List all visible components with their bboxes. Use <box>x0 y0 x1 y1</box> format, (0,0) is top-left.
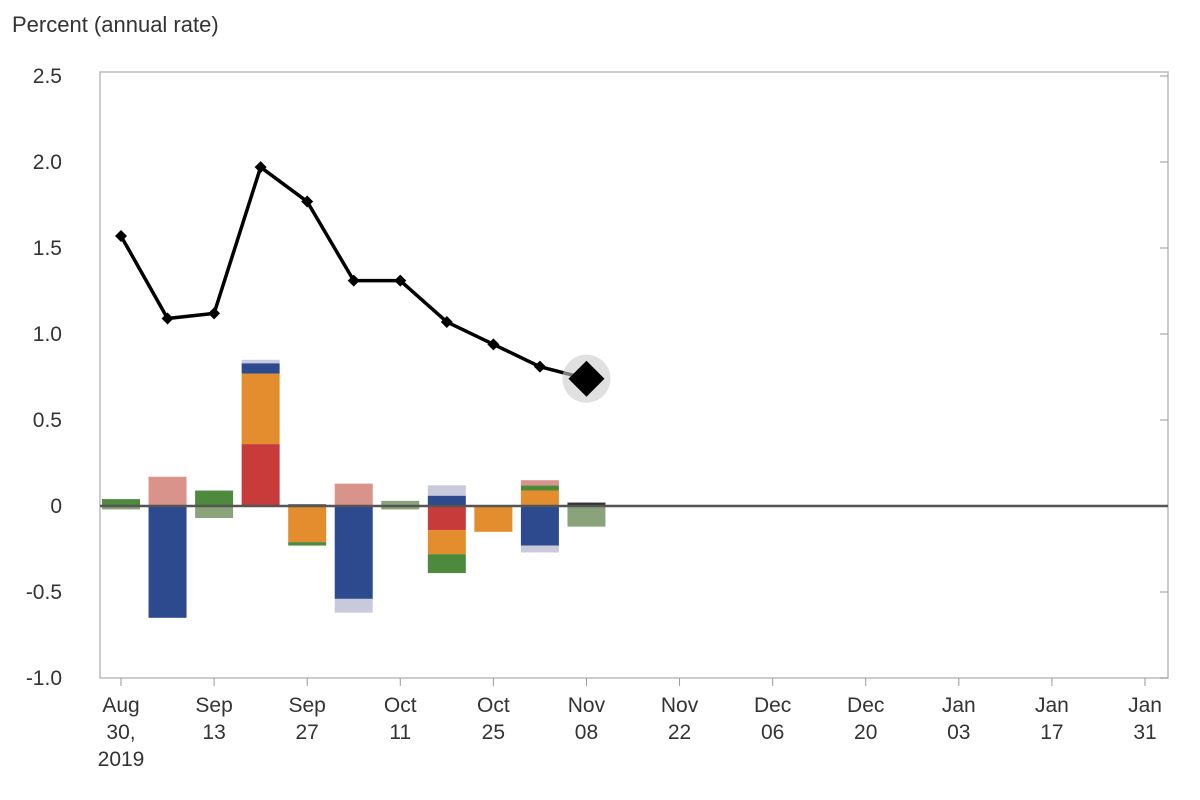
x-tick-label: Nov <box>568 694 606 717</box>
bar-segment-olive <box>381 506 420 510</box>
bar-segment-orange <box>288 506 327 543</box>
bar-segment-orange <box>474 506 513 532</box>
plot-frame <box>99 71 1169 679</box>
x-tick-label: 20 <box>854 721 877 744</box>
line-point-marker <box>394 274 407 287</box>
bar-segment-lavender <box>334 598 373 613</box>
x-tick-label: Oct <box>384 694 417 717</box>
x-tick-label: Jan <box>1035 694 1069 717</box>
x-tick-label: 31 <box>1133 721 1156 744</box>
bar-segment-green <box>427 554 466 574</box>
bar-segment-dark <box>567 502 606 506</box>
bar-segment-salmon <box>148 476 187 506</box>
line-point-marker <box>301 195 314 208</box>
x-tick-label: 11 <box>389 721 411 744</box>
bar-segment-red <box>427 506 466 531</box>
x-tick-label: Sep <box>288 694 325 717</box>
x-tick-label: 08 <box>575 721 598 744</box>
bar-segment-blue <box>148 506 187 618</box>
bar-segment-salmon <box>520 480 559 486</box>
y-tick-label: 0 <box>50 495 62 518</box>
line-point-marker <box>254 161 267 174</box>
y-tick-label: 2.0 <box>33 151 62 174</box>
x-tick-label: Aug <box>102 694 139 717</box>
bar-segment-green <box>288 542 327 546</box>
x-tick-label: 17 <box>1040 721 1063 744</box>
bar-segment-salmon <box>334 483 373 506</box>
x-tick-label: 06 <box>761 721 784 744</box>
y-tick-label: 0.5 <box>33 409 62 432</box>
bar-segment-lavender <box>520 545 559 553</box>
x-tick-label: Sep <box>195 694 232 717</box>
line-point-marker <box>533 360 546 373</box>
x-tick-label: 2019 <box>98 748 145 771</box>
bar-segment-green <box>102 499 140 506</box>
bar-segment-red <box>241 444 280 506</box>
line-point-marker <box>161 312 174 325</box>
nowcast-line <box>119 164 587 381</box>
x-tick-label: Jan <box>942 694 976 717</box>
line-point-marker <box>208 307 221 320</box>
bar-segment-orange <box>241 373 280 445</box>
bar-segment-green <box>195 490 234 506</box>
line-point-marker <box>440 315 453 328</box>
x-tick-label: Jan <box>1128 694 1162 717</box>
x-tick-label: Oct <box>477 694 510 717</box>
y-tick-label: -1.0 <box>26 667 62 690</box>
x-tick-label: 22 <box>668 721 691 744</box>
bar-segment-orange <box>427 530 466 555</box>
x-tick-label: Dec <box>847 694 884 717</box>
latest-point-marker <box>568 360 605 397</box>
bar-segment-green <box>520 485 559 491</box>
x-tick-label: 03 <box>947 721 970 744</box>
x-tick-label: Dec <box>754 694 791 717</box>
bar-segment-lavender <box>427 485 466 496</box>
bar-segment-olive <box>381 500 420 506</box>
line-point-marker <box>487 338 500 351</box>
bar-segment-olive <box>195 506 234 519</box>
y-axis-label: Percent (annual rate) <box>12 12 219 37</box>
x-tick-label: 13 <box>202 721 225 744</box>
bar-segment-blue <box>427 495 466 506</box>
x-tick-label: 25 <box>482 721 505 744</box>
x-tick-label: 27 <box>296 721 319 744</box>
bar-segment-olive <box>102 506 140 510</box>
bar-segment-blue <box>520 506 559 546</box>
line-point-marker <box>115 229 127 242</box>
bar-segment-olive <box>567 506 606 527</box>
bar-segment-orange <box>520 490 559 506</box>
bar-segment-blue <box>334 506 373 599</box>
y-tick-label: 2.5 <box>33 65 62 88</box>
y-tick-label: 1.5 <box>33 237 62 260</box>
bar-segment-blue <box>241 363 280 374</box>
bar-segment-lavender <box>241 359 280 364</box>
y-tick-label: -0.5 <box>26 581 62 604</box>
line-point-marker <box>347 274 360 287</box>
x-tick-label: 30, <box>106 721 135 744</box>
x-tick-label: Nov <box>661 694 699 717</box>
y-tick-label: 1.0 <box>33 323 62 346</box>
